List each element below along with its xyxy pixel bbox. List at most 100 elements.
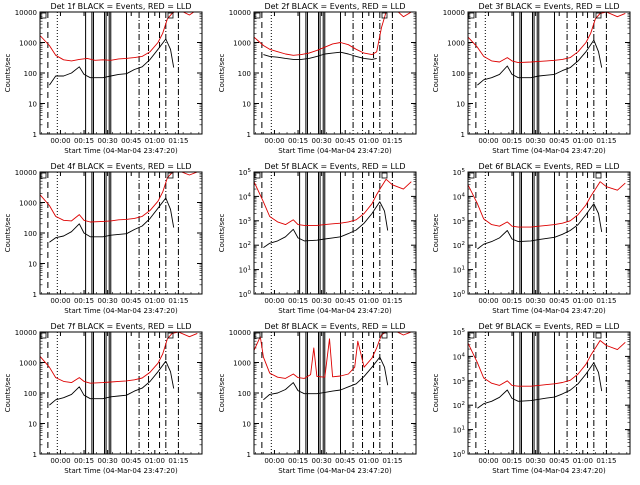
events-series-line [49, 197, 175, 243]
y-tick-label: 100 [239, 290, 252, 299]
plot-frame [467, 331, 631, 455]
corner-box-left [254, 12, 261, 19]
events-series-line [263, 51, 377, 60]
corner-box-left [468, 332, 475, 339]
corner-box-right [595, 332, 602, 339]
x-tick-label: 00:15 [502, 137, 522, 145]
x-axis-label: Start Time (04-Mar-04 23:47:20) [492, 147, 606, 155]
x-axis-label: Start Time (04-Mar-04 23:47:20) [278, 307, 392, 315]
x-tick-label: 01:15 [382, 457, 402, 465]
y-tick-label: 1 [33, 451, 37, 459]
y-axis-label: Counts/sec [218, 214, 226, 253]
corner-box-left [468, 12, 475, 19]
x-tick-label: 00:15 [288, 137, 308, 145]
x-tick-label: 01:15 [382, 137, 402, 145]
y-tick-label: 102 [239, 241, 251, 250]
y-tick-label: 1 [33, 291, 37, 299]
y-tick-label: 101 [239, 266, 251, 275]
y-axis-label: Counts/sec [4, 214, 12, 253]
y-tick-label: 100 [453, 450, 466, 459]
y-tick-label: 102 [453, 401, 465, 410]
x-tick-label: 01:00 [145, 137, 165, 145]
corner-box-right [381, 332, 388, 339]
y-axis-label: Counts/sec [4, 54, 12, 93]
lld-series-line [40, 172, 198, 223]
y-tick-label: 1 [461, 131, 465, 139]
events-series-line [477, 203, 603, 250]
chart-title: Det 7f BLACK = Events, RED = LLD [50, 322, 191, 331]
x-tick-label: 00:15 [74, 457, 94, 465]
chart-panel-7: Det 7f BLACK = Events, RED = LLD Counts/s… [4, 322, 203, 475]
corner-box-left [254, 332, 261, 339]
y-axis-label: Counts/sec [4, 374, 12, 413]
plot-area [254, 12, 412, 60]
plot-frame [467, 11, 631, 135]
plot-frame [39, 331, 203, 455]
x-tick-label: 00:30 [526, 137, 546, 145]
y-tick-label: 100 [238, 390, 251, 398]
x-tick-label: 00:45 [335, 137, 355, 145]
x-tick-label: 00:45 [549, 297, 569, 305]
plot-area [468, 181, 626, 250]
chart-title: Det 4f BLACK = Events, RED = LLD [50, 162, 191, 171]
y-tick-label: 1000 [19, 40, 37, 48]
y-tick-label: 1 [247, 131, 251, 139]
x-axis-label: Start Time (04-Mar-04 23:47:20) [492, 307, 606, 315]
corner-box-left [40, 172, 47, 179]
x-tick-label: 00:00 [478, 137, 498, 145]
x-tick-label: 01:00 [359, 457, 379, 465]
y-tick-label: 1000 [19, 360, 37, 368]
x-tick-label: 01:15 [596, 457, 616, 465]
events-series-line [49, 38, 175, 86]
x-tick-label: 00:00 [264, 297, 284, 305]
chart-title: Det 3f BLACK = Events, RED = LLD [478, 2, 619, 11]
y-tick-label: 102 [453, 241, 465, 250]
y-tick-label: 1000 [233, 360, 251, 368]
x-tick-label: 01:00 [359, 137, 379, 145]
plot-frame [39, 11, 203, 135]
corner-box-left [468, 172, 475, 179]
x-axis-label: Start Time (04-Mar-04 23:47:20) [64, 147, 178, 155]
chart-title: Det 2f BLACK = Events, RED = LLD [264, 2, 405, 11]
corner-box-right [167, 172, 174, 179]
chart-title: Det 6f BLACK = Events, RED = LLD [478, 162, 619, 171]
x-tick-label: 00:15 [288, 457, 308, 465]
plot-frame [39, 171, 203, 295]
x-tick-label: 00:15 [74, 137, 94, 145]
x-tick-label: 00:00 [478, 297, 498, 305]
x-tick-label: 00:00 [264, 137, 284, 145]
plot-area [468, 12, 626, 86]
x-tick-label: 00:30 [312, 137, 332, 145]
y-tick-label: 10000 [443, 9, 465, 17]
x-tick-label: 00:00 [478, 457, 498, 465]
x-tick-label: 00:30 [526, 457, 546, 465]
lld-series-line [254, 332, 412, 379]
x-axis-label: Start Time (04-Mar-04 23:47:20) [278, 147, 392, 155]
x-tick-label: 00:30 [312, 297, 332, 305]
x-tick-label: 01:15 [168, 457, 188, 465]
y-tick-label: 1000 [19, 200, 37, 208]
plot-area [254, 332, 412, 401]
x-tick-label: 00:45 [121, 297, 141, 305]
y-tick-label: 10 [28, 421, 37, 429]
chart-panel-6: Det 6f BLACK = Events, RED = LLD Counts/s… [432, 162, 631, 315]
lld-series-line [40, 12, 195, 62]
x-tick-label: 00:45 [335, 457, 355, 465]
y-tick-label: 100 [453, 290, 466, 299]
corner-box-right [595, 12, 602, 19]
chart-panel-4: Det 4f BLACK = Events, RED = LLD Counts/s… [4, 162, 203, 315]
y-tick-label: 105 [453, 168, 466, 177]
x-tick-label: 01:15 [168, 137, 188, 145]
y-tick-label: 10 [28, 101, 37, 109]
events-series-line [477, 362, 603, 409]
x-tick-label: 01:15 [382, 297, 402, 305]
lld-series-line [468, 181, 626, 228]
y-tick-label: 1 [247, 451, 251, 459]
y-axis-label: Counts/sec [218, 374, 226, 413]
x-tick-label: 01:00 [573, 457, 593, 465]
chart-panel-9: Det 9f BLACK = Events, RED = LLD Counts/s… [432, 322, 631, 475]
y-tick-label: 1000 [233, 40, 251, 48]
x-tick-label: 01:15 [596, 297, 616, 305]
plot-frame [253, 11, 417, 135]
x-tick-label: 01:15 [168, 297, 188, 305]
